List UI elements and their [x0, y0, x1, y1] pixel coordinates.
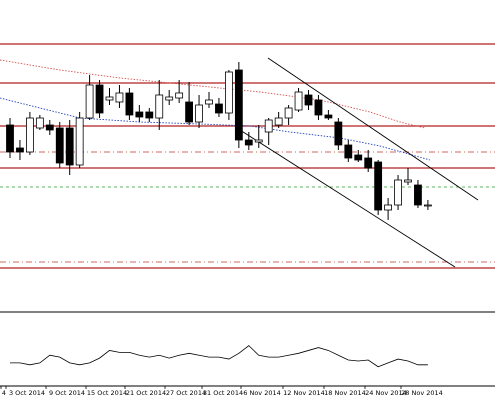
x-tick-label: 31 Oct 2014	[203, 389, 243, 397]
x-tick-label: 27 Oct 2014	[166, 389, 206, 397]
candle-body	[334, 121, 343, 146]
candle-body	[244, 139, 253, 146]
candle-body	[175, 92, 184, 99]
candle-body	[394, 179, 402, 206]
candle-body	[125, 92, 134, 116]
candle-body	[215, 103, 223, 114]
candle-body	[254, 139, 263, 143]
candle-body	[75, 117, 84, 166]
indicator-line	[10, 345, 428, 368]
x-tick-label: 12 Nov 2014	[283, 389, 325, 397]
candle-body	[224, 71, 233, 114]
channel-line	[267, 57, 479, 201]
candle-body	[294, 91, 303, 111]
x-tick-label: 21 Oct 2014	[126, 389, 166, 397]
candle-body	[6, 124, 14, 153]
channel-line	[239, 129, 456, 268]
candle-body	[45, 124, 54, 131]
candle-body	[16, 147, 24, 153]
candle-body	[185, 101, 194, 123]
x-tick-label: 28 Nov 2014	[401, 389, 443, 397]
candle-body	[65, 127, 74, 166]
candle-body	[145, 111, 154, 119]
candle-body	[115, 92, 124, 103]
candle-body	[284, 107, 293, 119]
x-tick-label: 4	[2, 389, 6, 397]
moving-average-blue	[0, 97, 431, 161]
candle-body	[404, 179, 412, 183]
candle-body	[195, 104, 203, 123]
candle-body	[274, 117, 283, 126]
candle-body	[234, 69, 243, 141]
candle-body	[364, 157, 373, 169]
candle-body	[55, 127, 64, 164]
moving-average-red	[0, 59, 426, 129]
candle-body	[384, 204, 393, 211]
x-tick-label: 24 Nov 2014	[365, 389, 407, 397]
x-tick-label: 9 Oct 2014	[49, 389, 85, 397]
candle-body	[155, 94, 164, 119]
candle-body	[105, 96, 114, 101]
candle-body	[304, 94, 313, 106]
candle-body	[414, 184, 422, 206]
candle-body	[135, 111, 144, 118]
candle-body	[165, 96, 174, 101]
candle-body	[25, 117, 34, 153]
x-tick-label: 18 Nov 2014	[324, 389, 366, 397]
x-tick-label: 6 Nov 2014	[243, 389, 281, 397]
candle-body	[264, 119, 273, 133]
candle-body	[95, 84, 104, 114]
candle-body	[423, 204, 432, 207]
candle-body	[205, 99, 213, 105]
candle-body	[324, 114, 333, 119]
candle-body	[35, 117, 44, 129]
candles	[6, 62, 432, 220]
candle-body	[314, 99, 323, 116]
candle-body	[85, 84, 94, 119]
x-tick-label: 15 Oct 2014	[87, 389, 127, 397]
candle-body	[354, 154, 363, 161]
candle-body	[344, 144, 353, 159]
candle-body	[374, 161, 383, 211]
x-tick-label: 3 Oct 2014	[9, 389, 45, 397]
